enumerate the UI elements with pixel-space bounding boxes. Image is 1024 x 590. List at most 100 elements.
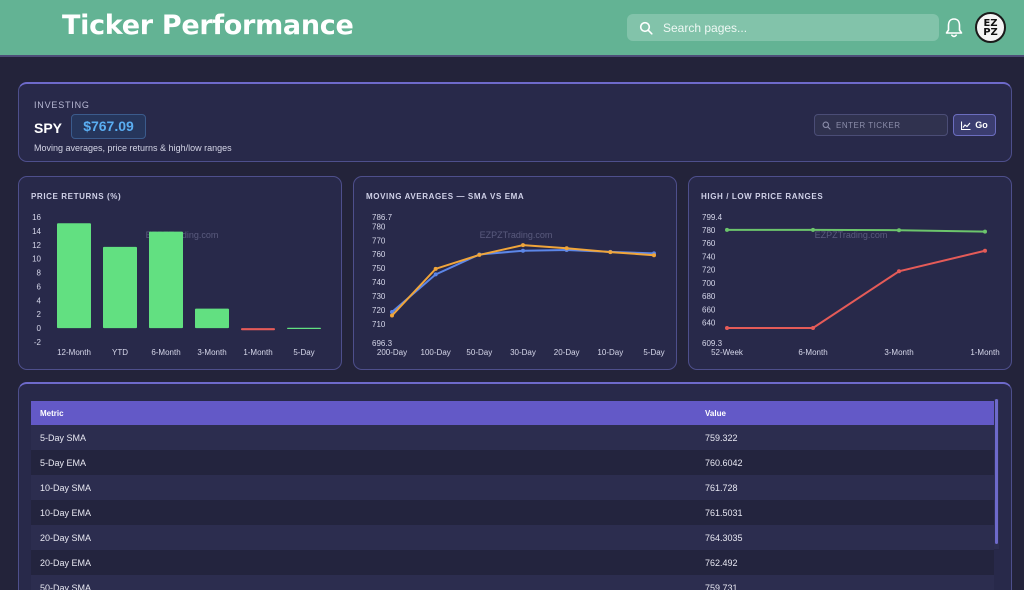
y-tick-label: 12 — [32, 241, 41, 250]
ticker-input[interactable] — [836, 115, 944, 135]
data-point — [652, 253, 656, 258]
x-tick-label: 1-Month — [243, 348, 272, 357]
search-input[interactable] — [663, 14, 929, 41]
x-tick-label: 10-Day — [597, 348, 623, 357]
data-point — [390, 313, 394, 318]
x-tick-label: 100-Day — [421, 348, 451, 357]
y-tick-label: 760 — [702, 239, 716, 248]
y-tick-label: 10 — [32, 255, 41, 264]
go-button[interactable]: Go — [953, 114, 996, 136]
metrics-table-card: Metric Value 5-Day SMA 759.322 5-Day EMA… — [18, 382, 1012, 590]
y-tick-label: 786.7 — [372, 213, 393, 222]
column-header-value[interactable]: Value — [696, 401, 994, 425]
chart-title: PRICE RETURNS (%) — [31, 192, 122, 201]
table-row: 5-Day SMA 759.322 — [31, 425, 994, 450]
table-scroll-area[interactable]: Metric Value 5-Day SMA 759.322 5-Day EMA… — [31, 401, 994, 590]
x-tick-label: 12-Month — [57, 348, 91, 357]
y-tick-label: 710 — [372, 320, 386, 329]
table-row: 5-Day EMA 760.6042 — [31, 450, 994, 475]
value-cell: 759.731 — [696, 575, 994, 590]
watermark: EZPZTrading.com — [815, 230, 888, 240]
value-cell: 759.322 — [696, 425, 994, 450]
avatar-text-line-1: EZ — [983, 18, 998, 29]
value-cell: 764.3035 — [696, 525, 994, 550]
ticker-symbol: SPY — [34, 120, 63, 136]
x-tick-label: 3-Month — [884, 348, 913, 357]
bar — [287, 327, 321, 329]
table-row: 10-Day SMA 761.728 — [31, 475, 994, 500]
data-point — [433, 272, 438, 277]
ticker-input-box[interactable] — [814, 114, 948, 136]
series-line — [391, 244, 655, 317]
metric-cell: 5-Day EMA — [31, 450, 696, 475]
series-line — [727, 228, 986, 233]
value-cell: 762.492 — [696, 550, 994, 575]
y-tick-label: 700 — [702, 279, 716, 288]
moving-averages-card: MOVING AVERAGES — SMA VS EMA 786.7 780 770… — [353, 176, 677, 370]
x-tick-label: 30-Day — [510, 348, 536, 357]
bar — [195, 308, 229, 329]
y-tick-label: 760 — [372, 250, 386, 259]
data-point — [564, 246, 569, 251]
y-tick-label: 0 — [37, 324, 42, 333]
y-tick-label: 750 — [372, 264, 386, 273]
data-point — [608, 250, 613, 255]
value-cell: 761.5031 — [696, 500, 994, 525]
y-tick-label: -2 — [34, 338, 42, 347]
bar — [241, 328, 275, 331]
data-point — [897, 269, 901, 274]
series-line — [727, 249, 986, 329]
value-cell: 760.6042 — [696, 450, 994, 475]
y-tick-label: 14 — [32, 227, 41, 236]
metric-cell: 5-Day SMA — [31, 425, 696, 450]
y-tick-label: 720 — [372, 306, 386, 315]
page-title: Ticker Performance — [62, 10, 354, 41]
metric-cell: 20-Day SMA — [31, 525, 696, 550]
data-point — [521, 243, 525, 248]
x-tick-label: 6-Month — [151, 348, 180, 357]
y-tick-label: 740 — [372, 278, 386, 287]
high-low-card: HIGH / LOW PRICE RANGES 799.4 780 760 740 72… — [688, 176, 1012, 370]
bar — [57, 223, 91, 329]
scrollbar-thumb[interactable] — [995, 399, 998, 544]
data-point — [811, 325, 815, 330]
metric-cell: 10-Day SMA — [31, 475, 696, 500]
chart-title: HIGH / LOW PRICE RANGES — [701, 192, 824, 201]
data-point — [477, 252, 482, 257]
x-tick-label: 52-Week — [711, 348, 744, 357]
data-point — [811, 227, 815, 232]
price-badge: $767.09 — [71, 114, 146, 139]
bell-icon[interactable] — [944, 17, 964, 39]
x-tick-label: 6-Month — [798, 348, 827, 357]
y-tick-label: 696.3 — [372, 339, 393, 348]
column-header-metric[interactable]: Metric — [31, 401, 696, 425]
y-tick-label: 4 — [37, 296, 42, 305]
search-box[interactable] — [627, 14, 939, 41]
y-tick-label: 730 — [372, 292, 386, 301]
chart-line-icon — [961, 121, 971, 130]
data-point — [983, 248, 987, 253]
metric-cell: 50-Day SMA — [31, 575, 696, 590]
x-tick-label: YTD — [112, 348, 128, 357]
y-tick-label: 2 — [37, 310, 42, 319]
x-tick-label: 50-Day — [466, 348, 492, 357]
table-row: 20-Day EMA 762.492 — [31, 550, 994, 575]
x-tick-label: 5-Day — [293, 348, 314, 357]
data-point — [897, 228, 901, 233]
ticker-summary-card: INVESTING SPY $767.09 Moving averages, p… — [18, 82, 1012, 162]
high-low-chart: 799.4 780 760 740 720 700 680 660 640 609.352-Wee… — [702, 213, 1000, 357]
price-returns-chart: 1614121086420-2EZPZTrading.com12-MonthYT… — [32, 213, 321, 357]
y-tick-label: 8 — [37, 269, 42, 278]
avatar-text-line-2: PZ — [983, 27, 998, 38]
y-tick-label: 740 — [702, 252, 716, 261]
x-tick-label: 5-Day — [643, 348, 664, 357]
y-tick-label: 6 — [37, 282, 42, 291]
avatar[interactable]: EZ PZ — [975, 12, 1006, 43]
table-header-row: Metric Value — [31, 401, 994, 425]
y-tick-label: 780 — [372, 222, 386, 231]
metric-cell: 10-Day EMA — [31, 500, 696, 525]
x-tick-label: 1-Month — [970, 348, 999, 357]
chart-title: MOVING AVERAGES — SMA VS EMA — [366, 192, 525, 201]
y-tick-label: 660 — [702, 305, 716, 314]
